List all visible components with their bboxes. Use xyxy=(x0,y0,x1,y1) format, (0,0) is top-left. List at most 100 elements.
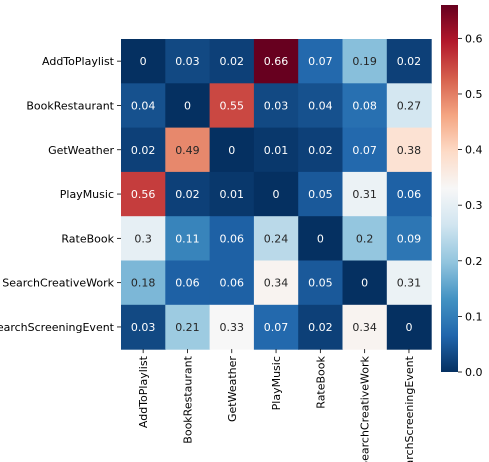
cell-value-label: 0.07 xyxy=(264,321,289,334)
cell-value-label: 0 xyxy=(184,99,191,112)
cell-value-label: 0.06 xyxy=(397,188,422,201)
heatmap-cell-r0-c3 xyxy=(253,39,299,84)
heatmap-cell-r4-c1 xyxy=(165,216,211,262)
heatmap-cell-r3-c0 xyxy=(121,171,166,217)
heatmap-cell-r6-c5 xyxy=(342,304,388,350)
heatmap-cell-r0-c1 xyxy=(165,39,211,84)
cell-value-label: 0.18 xyxy=(131,277,156,290)
cell-value-label: 0.02 xyxy=(308,144,333,157)
colorbar: 0.0 0.1 0.2 0.3 0.4 0.5 0.6 xyxy=(441,5,483,379)
cell-value-label: 0.08 xyxy=(352,99,377,112)
cell-value-label: 0.33 xyxy=(220,321,245,334)
cell-value-label: 0 xyxy=(405,321,412,334)
cell-value-label: 0.07 xyxy=(308,55,333,68)
heatmap-cell-r2-c2 xyxy=(209,127,255,173)
heatmap-cell-r1-c3 xyxy=(253,83,299,129)
cell-value-label: 0.21 xyxy=(175,321,200,334)
cell-value-label: 0.01 xyxy=(264,144,289,157)
heatmap-cell-r1-c4 xyxy=(298,83,344,129)
y-tick-label: BookRestaurant xyxy=(26,99,114,112)
y-tick-label: SearchScreeningEvent xyxy=(0,321,115,334)
heatmap-cell-r2-c4 xyxy=(298,127,344,173)
y-tick-label: SearchCreativeWork xyxy=(2,277,114,290)
y-axis: AddToPlaylist BookRestaurant GetWeather Pla… xyxy=(0,55,121,334)
cell-value-label: 0.31 xyxy=(397,277,422,290)
heatmap-cell-r3-c5 xyxy=(342,171,388,217)
cell-value-label: 0.55 xyxy=(220,99,245,112)
heatmap-cell-r0-c5 xyxy=(342,39,388,84)
cell-value-label: 0.3 xyxy=(134,232,152,245)
heatmap-cell-r3-c1 xyxy=(165,171,211,217)
heatmap-cell-r4-c0 xyxy=(121,216,166,262)
heatmap-cell-r2-c3 xyxy=(253,127,299,173)
heatmap-cell-r5-c3 xyxy=(253,260,299,306)
cell-value-label: 0 xyxy=(140,55,147,68)
heatmap-cell-r5-c2 xyxy=(209,260,255,306)
heatmap-cell-r4-c3 xyxy=(253,216,299,262)
cell-value-label: 0.06 xyxy=(175,277,200,290)
cell-value-label: 0.03 xyxy=(264,99,289,112)
x-tick-label: AddToPlaylist xyxy=(137,355,150,428)
cell-value-label: 0.66 xyxy=(264,55,289,68)
cell-value-label: 0.34 xyxy=(264,277,289,290)
cell-value-label: 0.02 xyxy=(131,144,156,157)
cell-value-label: 0.09 xyxy=(397,232,422,245)
cell-value-label: 0.05 xyxy=(308,188,333,201)
heatmap-cell-r2-c1 xyxy=(165,127,211,173)
heatmap-cell-r6-c0 xyxy=(121,304,166,350)
heatmap-cell-r2-c6 xyxy=(386,127,432,173)
heatmap-cells xyxy=(121,39,432,350)
cell-value-label: 0.03 xyxy=(131,321,156,334)
x-tick-label: PlayMusic xyxy=(270,356,283,410)
heatmap-cell-r5-c6 xyxy=(386,260,432,306)
colorbar-tick-label: 0.4 xyxy=(465,144,483,157)
y-tick-label: AddToPlaylist xyxy=(42,55,115,68)
cell-value-label: 0.07 xyxy=(352,144,377,157)
heatmap-cell-r0-c2 xyxy=(209,39,255,84)
heatmap-cell-r3-c3 xyxy=(253,171,299,217)
x-tick-label: SearchScreeningEvent xyxy=(403,355,416,462)
heatmap-cell-r6-c6 xyxy=(386,304,432,350)
cell-value-label: 0.31 xyxy=(352,188,377,201)
cell-value-label: 0.03 xyxy=(175,55,200,68)
heatmap-cell-r1-c1 xyxy=(165,83,211,129)
cell-value-label: 0.2 xyxy=(356,232,374,245)
cell-value-label: 0.11 xyxy=(175,232,200,245)
cell-value-label: 0.01 xyxy=(220,188,245,201)
heatmap-cell-r3-c6 xyxy=(386,171,432,217)
colorbar-tick-label: 0.5 xyxy=(465,88,483,101)
heatmap-cell-r6-c3 xyxy=(253,304,299,350)
colorbar-tick-label: 0.0 xyxy=(465,366,483,379)
cell-value-label: 0 xyxy=(273,188,280,201)
cell-value-label: 0.02 xyxy=(175,188,200,201)
heatmap-cell-r5-c1 xyxy=(165,260,211,306)
colorbar-tick-label: 0.3 xyxy=(465,199,483,212)
heatmap-cell-labels: 0 0.03 0.02 0.66 0.07 0.19 0.02 0.04 0 0.55 0.03 0.… xyxy=(131,55,421,334)
x-tick-label: RateBook xyxy=(314,355,327,408)
heatmap-cell-r0-c4 xyxy=(298,39,344,84)
cell-value-label: 0.24 xyxy=(264,232,289,245)
heatmap-cell-r5-c0 xyxy=(121,260,166,306)
cell-value-label: 0.04 xyxy=(131,99,156,112)
heatmap-cell-r1-c2 xyxy=(209,83,255,129)
heatmap-cell-r2-c5 xyxy=(342,127,388,173)
cell-value-label: 0.06 xyxy=(220,232,245,245)
heatmap-cell-r4-c5 xyxy=(342,216,388,262)
cell-value-label: 0 xyxy=(361,277,368,290)
x-axis: AddToPlaylist BookRestaurant GetWeather Pla… xyxy=(137,349,416,462)
x-tick-label: GetWeather xyxy=(226,356,239,422)
cell-value-label: 0.05 xyxy=(308,277,333,290)
colorbar-tick-label: 0.1 xyxy=(465,310,483,323)
y-tick-label: PlayMusic xyxy=(60,188,114,201)
cell-value-label: 0.02 xyxy=(308,321,333,334)
heatmap-cell-r6-c1 xyxy=(165,304,211,350)
cell-value-label: 0.49 xyxy=(175,144,200,157)
heatmap-cell-r0-c0 xyxy=(121,39,166,84)
colorbar-tick-label: 0.6 xyxy=(465,32,483,45)
cell-value-label: 0.27 xyxy=(397,99,422,112)
cell-value-label: 0.34 xyxy=(352,321,377,334)
heatmap-cell-r0-c6 xyxy=(386,39,432,84)
heatmap-cell-r4-c2 xyxy=(209,216,255,262)
colorbar-gradient xyxy=(441,5,458,372)
